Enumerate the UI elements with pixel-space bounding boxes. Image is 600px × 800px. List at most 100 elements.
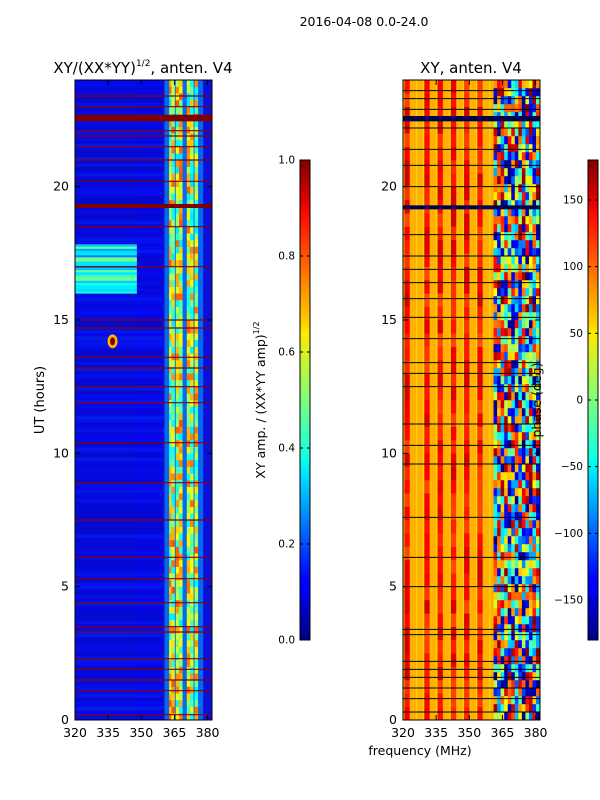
- right-stripe-cell: [404, 240, 411, 254]
- right-noise-cell: [497, 272, 501, 281]
- left-texture-row: [75, 444, 163, 449]
- right-noise-cell: [511, 552, 516, 561]
- right-noise-cell: [497, 216, 501, 225]
- left-texture-row: [75, 598, 163, 602]
- right-noise-cell: [536, 88, 540, 97]
- left-channel-cell: [171, 320, 175, 327]
- right-noise-cell: [521, 648, 526, 657]
- right-noise-cell: [518, 488, 523, 497]
- left-channel-cell: [175, 360, 180, 367]
- right-noise-cell: [493, 424, 498, 433]
- left-channel-cell: [171, 446, 175, 454]
- right-noise-cell: [511, 232, 516, 241]
- right-noise-cell: [518, 336, 523, 345]
- right-noise-cell: [521, 560, 526, 569]
- right-noise-cell: [504, 280, 508, 289]
- left-channel-cell: [171, 313, 175, 321]
- right-noise-cell: [497, 264, 501, 273]
- right-noise-cell: [507, 424, 512, 433]
- right-noise-cell: [504, 536, 508, 545]
- left-patch-row: [75, 286, 137, 290]
- left-channel-cell: [179, 586, 183, 594]
- right-noise-cell: [536, 496, 540, 505]
- left-colorbar-gradient: [299, 159, 311, 641]
- right-noise-cell: [493, 176, 498, 185]
- right-noise-cell: [507, 576, 512, 585]
- right-noise-cell: [518, 664, 523, 673]
- right-noise-cell: [504, 144, 508, 153]
- left-channel-cell: [175, 466, 180, 474]
- left-texture-row: [75, 659, 163, 663]
- left-channel-cell: [169, 640, 173, 647]
- right-noise-cell: [521, 384, 526, 393]
- right-stripe-cell: [404, 306, 411, 321]
- left-texture-row: [75, 492, 163, 497]
- left-channel-cell: [179, 673, 183, 681]
- right-noise-cell: [504, 360, 508, 369]
- left-channel-cell: [186, 200, 191, 207]
- right-noise-cell: [518, 376, 523, 385]
- right-noise-cell: [511, 120, 516, 129]
- left-channel-cell: [194, 540, 199, 547]
- right-stripe-cell: [464, 133, 471, 147]
- right-noise-cell: [497, 248, 501, 257]
- right-noise-cell: [504, 416, 508, 425]
- right-noise-cell: [511, 296, 516, 305]
- right-noise-cell: [493, 680, 498, 689]
- right-noise-cell: [497, 640, 501, 649]
- left-channel-cell: [175, 100, 180, 107]
- left-texture-row: [75, 310, 163, 314]
- left-channel-cell: [190, 266, 194, 274]
- right-noise-cell: [532, 104, 537, 113]
- right-noise-cell: [514, 624, 519, 633]
- right-noise-cell: [536, 200, 540, 209]
- right-noise-cell: [500, 560, 505, 569]
- right-noise-cell: [518, 128, 523, 137]
- right-stripe-cell: [404, 560, 411, 574]
- right-noise-cell: [500, 88, 505, 97]
- right-stripe-thin: [475, 80, 478, 720]
- left-channel-cell: [175, 93, 180, 101]
- right-noise-cell: [518, 408, 523, 417]
- right-noise-cell: [518, 456, 523, 465]
- right-noise-cell: [511, 104, 516, 113]
- right-noise-cell: [532, 168, 537, 177]
- right-noise-cell: [521, 320, 526, 329]
- right-noise-cell: [514, 648, 519, 657]
- right-colorbar-label: phase (deg): [529, 362, 544, 437]
- left-channel-cell: [179, 480, 183, 487]
- right-stripe-cell: [450, 186, 457, 201]
- right-noise-cell: [493, 248, 498, 257]
- right-noise-cell: [532, 152, 537, 161]
- left-texture-row: [75, 592, 163, 596]
- right-stripe-cell: [424, 706, 431, 720]
- right-stripe-cell: [477, 493, 484, 507]
- right-stripe-cell: [477, 333, 484, 347]
- right-noise-cell: [536, 672, 540, 681]
- right-stripe-cell: [437, 440, 444, 454]
- left-channel-cell: [171, 440, 175, 447]
- right-noise-cell: [507, 272, 512, 281]
- left-channel-cell: [179, 306, 183, 314]
- left-channel-cell: [179, 413, 183, 421]
- left-channel-cell: [171, 453, 175, 461]
- left-texture-row: [75, 438, 163, 442]
- right-stripe-cell: [477, 520, 484, 534]
- right-stripe-cell: [404, 426, 411, 441]
- right-noise-cell: [504, 240, 508, 249]
- right-noise-cell: [493, 672, 498, 681]
- right-noise-cell: [525, 480, 530, 489]
- left-patch-row: [75, 250, 137, 254]
- right-stripe-cell: [437, 373, 444, 387]
- right-noise-cell: [507, 672, 512, 681]
- left-texture-row: [75, 345, 163, 350]
- left-texture-row: [75, 320, 163, 324]
- left-channel-cell: [175, 393, 180, 401]
- right-noise-cell: [504, 512, 508, 521]
- right-noise-cell: [536, 232, 540, 241]
- right-noise-cell: [497, 192, 501, 201]
- left-channel-cell: [179, 246, 183, 254]
- left-channel-cell: [171, 473, 175, 481]
- left-texture-row: [75, 640, 163, 644]
